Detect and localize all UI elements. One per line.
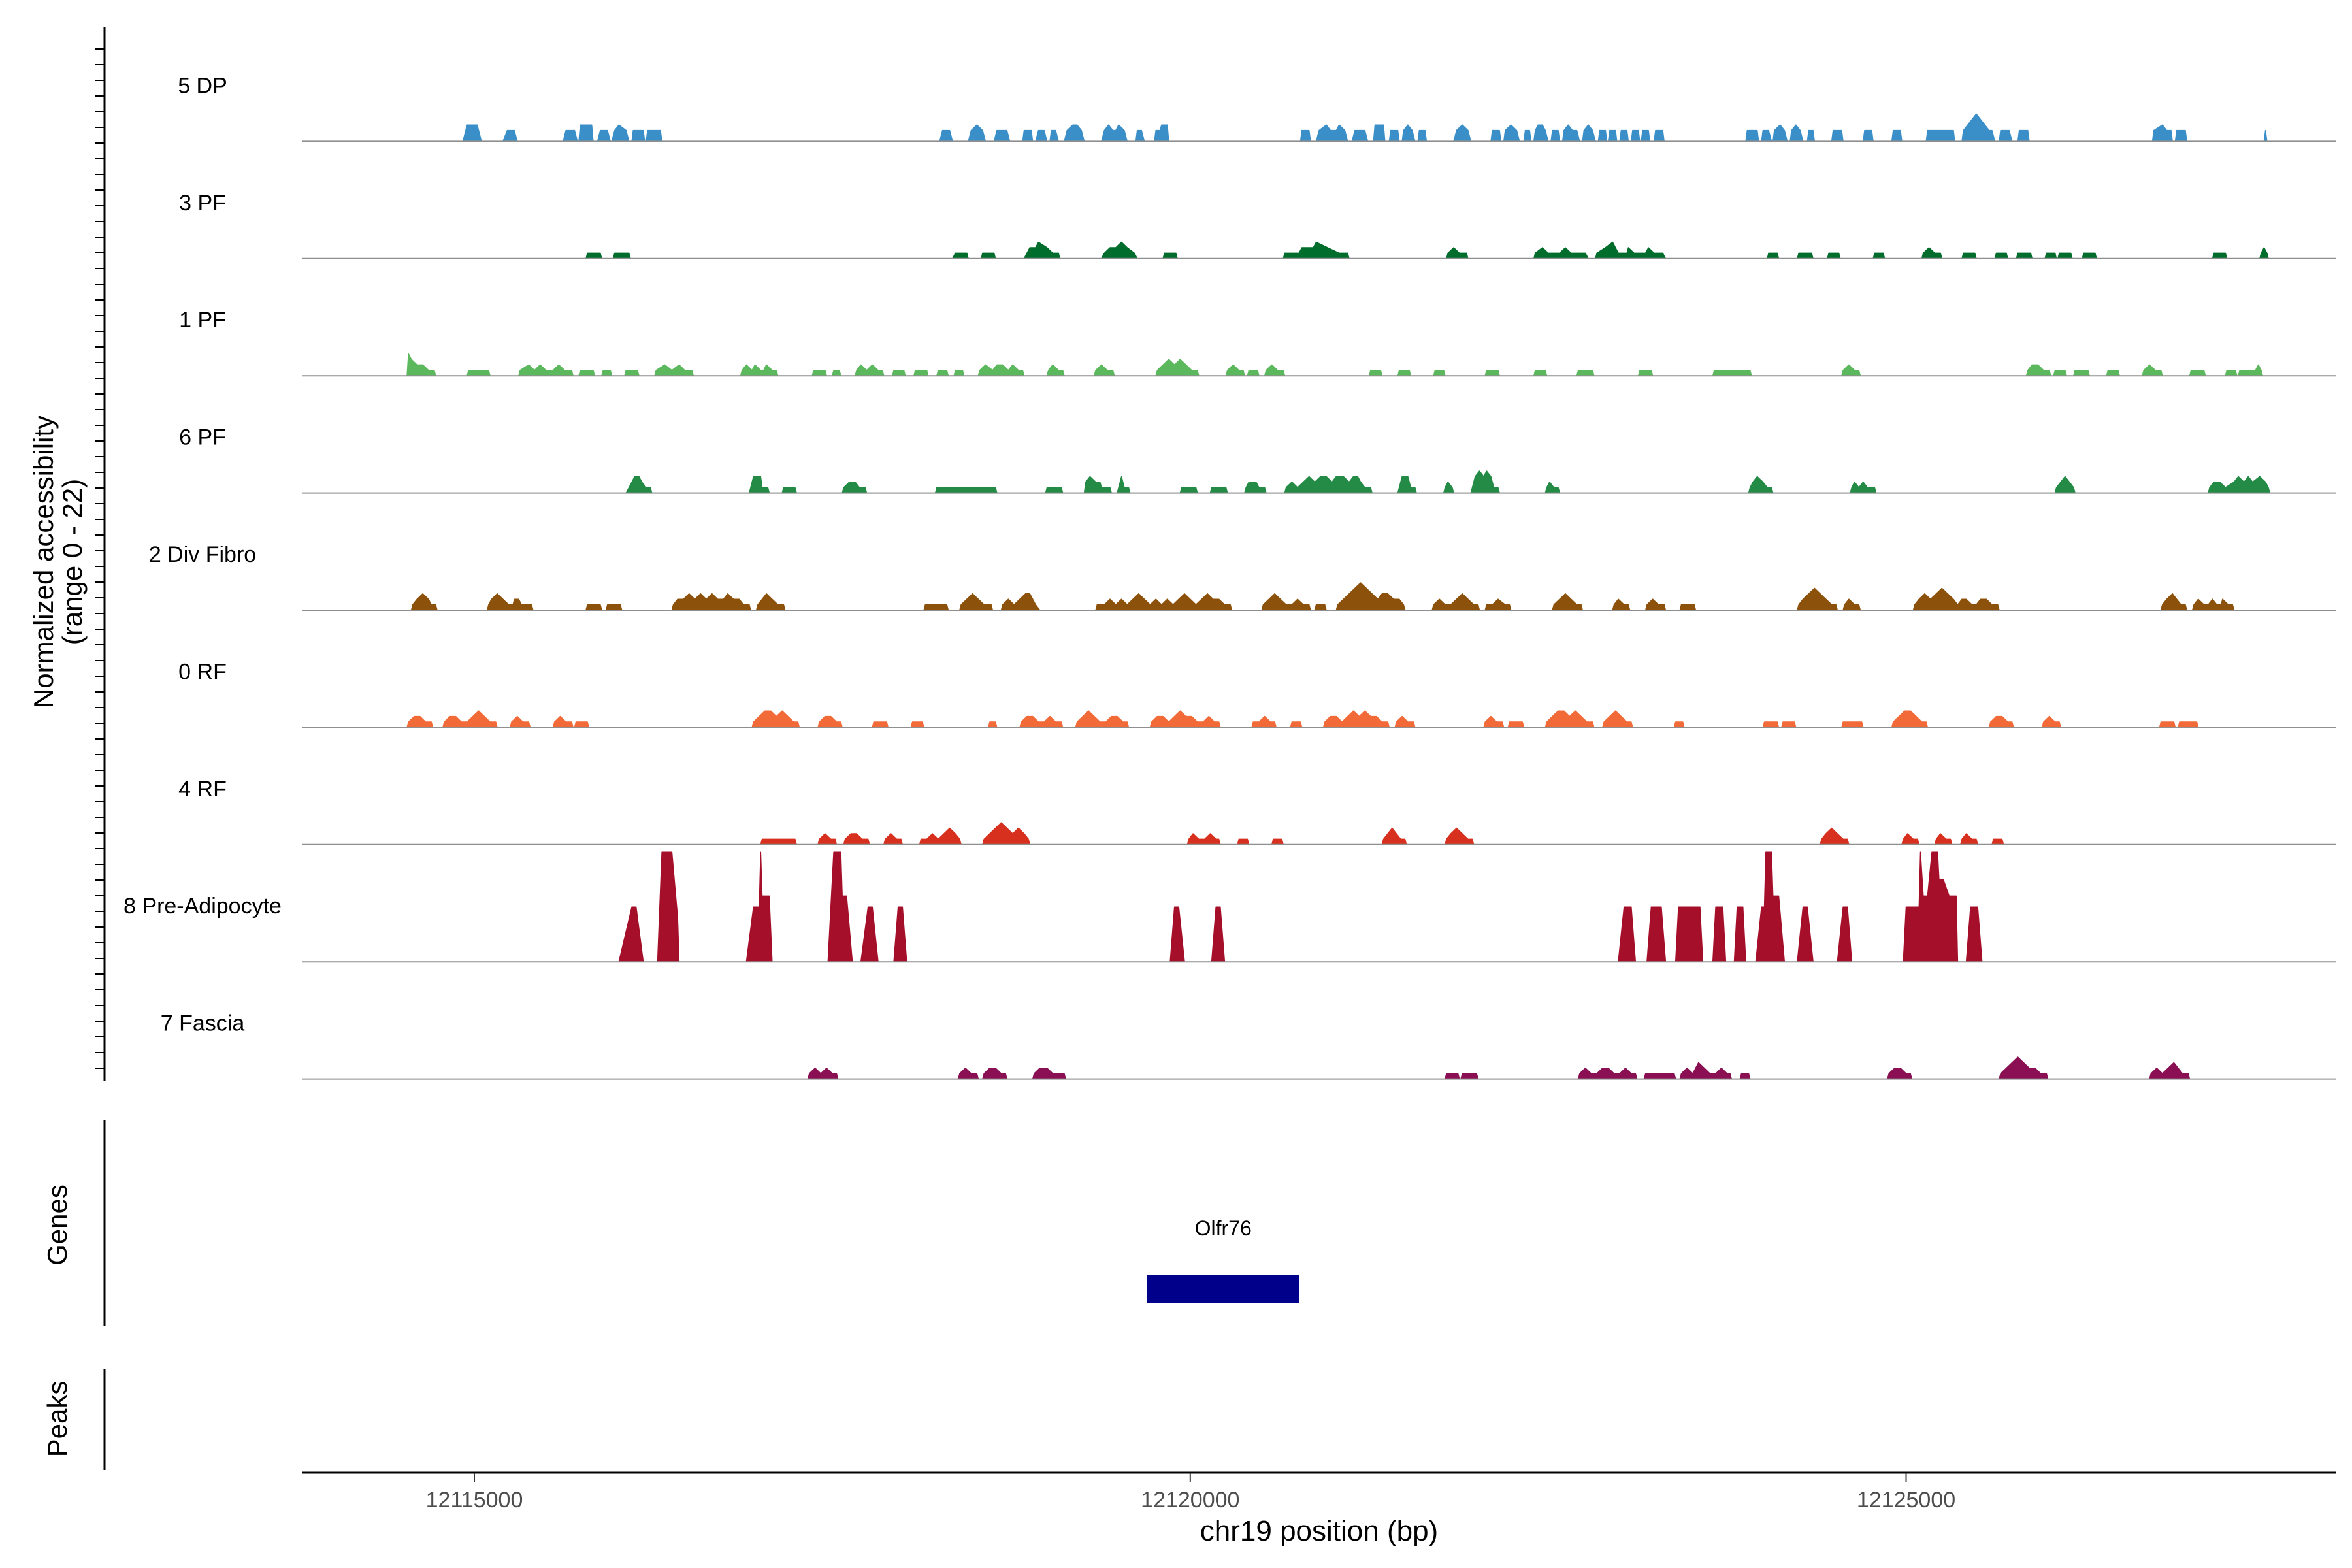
track-label: 1 PF (179, 308, 226, 333)
x-ticks: 12115000 12120000 12125000 (426, 1473, 1955, 1512)
track-8-pre-adipocyte: 8 Pre-Adipocyte (123, 851, 2336, 963)
track-label: 3 PF (179, 191, 226, 216)
x-axis: 12115000 12120000 12125000 (302, 1471, 2336, 1512)
coverage-area (760, 822, 2004, 845)
track-label: 0 RF (178, 659, 227, 684)
left-axes (95, 27, 106, 1470)
x-axis-title: chr19 position (bp) (1200, 1515, 1438, 1547)
track-label: 6 PF (179, 425, 226, 450)
track-label: 2 Div Fibro (149, 542, 256, 567)
gene-label: Olfr76 (1195, 1217, 1252, 1240)
track-2-div-fibro: 2 Div Fibro (149, 542, 2336, 611)
y-ticks (95, 48, 105, 1069)
track-4-rf: 4 RF (178, 777, 2336, 845)
track-6-pf: 6 PF (179, 425, 2336, 494)
x-tick-label: 12125000 (1857, 1488, 1955, 1512)
coverage-area (410, 582, 2235, 611)
peaks-track-label: Peaks (42, 1381, 73, 1458)
track-7-fascia: 7 Fascia (161, 1011, 2336, 1080)
coverage-area (625, 470, 2270, 494)
track-label: 5 DP (178, 73, 227, 98)
track-3-pf: 3 PF (179, 191, 2336, 259)
x-tick-label: 12115000 (426, 1488, 523, 1512)
track-1-pf: 1 PF (179, 308, 2336, 377)
track-5-dp: 5 DP (178, 73, 2336, 142)
coverage-tracks: 5 DP 3 PF 1 PF 6 PF 2 Div Fibro 0 RF 4 RF 8 Pre… (123, 73, 2336, 1080)
genes-track-label: Genes (42, 1184, 73, 1266)
track-label: 8 Pre-Adipocyte (123, 894, 282, 919)
x-tick-label: 12120000 (1141, 1488, 1239, 1512)
gene-track: Olfr76 (1147, 1217, 1299, 1303)
gene-bar (1147, 1275, 1299, 1303)
coverage-area (406, 353, 2263, 376)
track-label: 7 Fascia (161, 1011, 245, 1036)
track-label: 4 RF (178, 777, 227, 802)
track-0-rf: 0 RF (178, 659, 2336, 728)
y-axis-title-line1: Normalized accessibility (28, 416, 59, 708)
y-axis-title-line2: (range 0 - 22) (57, 479, 88, 645)
